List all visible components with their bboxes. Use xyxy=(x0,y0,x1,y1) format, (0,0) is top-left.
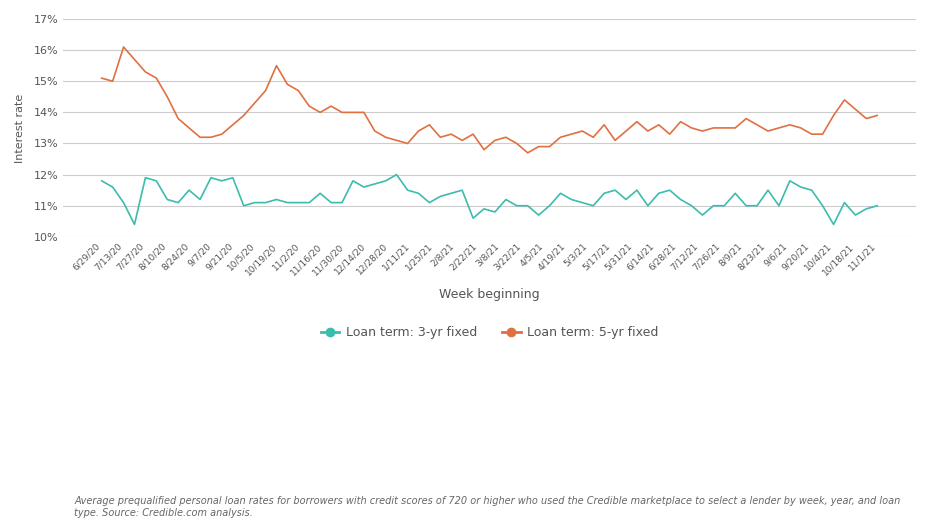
X-axis label: Week beginning: Week beginning xyxy=(439,288,540,301)
Legend: Loan term: 3-yr fixed, Loan term: 5-yr fixed: Loan term: 3-yr fixed, Loan term: 5-yr f… xyxy=(316,321,663,344)
Y-axis label: Interest rate: Interest rate xyxy=(15,93,25,163)
Text: Average prequalified personal loan rates for borrowers with credit scores of 720: Average prequalified personal loan rates… xyxy=(74,496,900,518)
